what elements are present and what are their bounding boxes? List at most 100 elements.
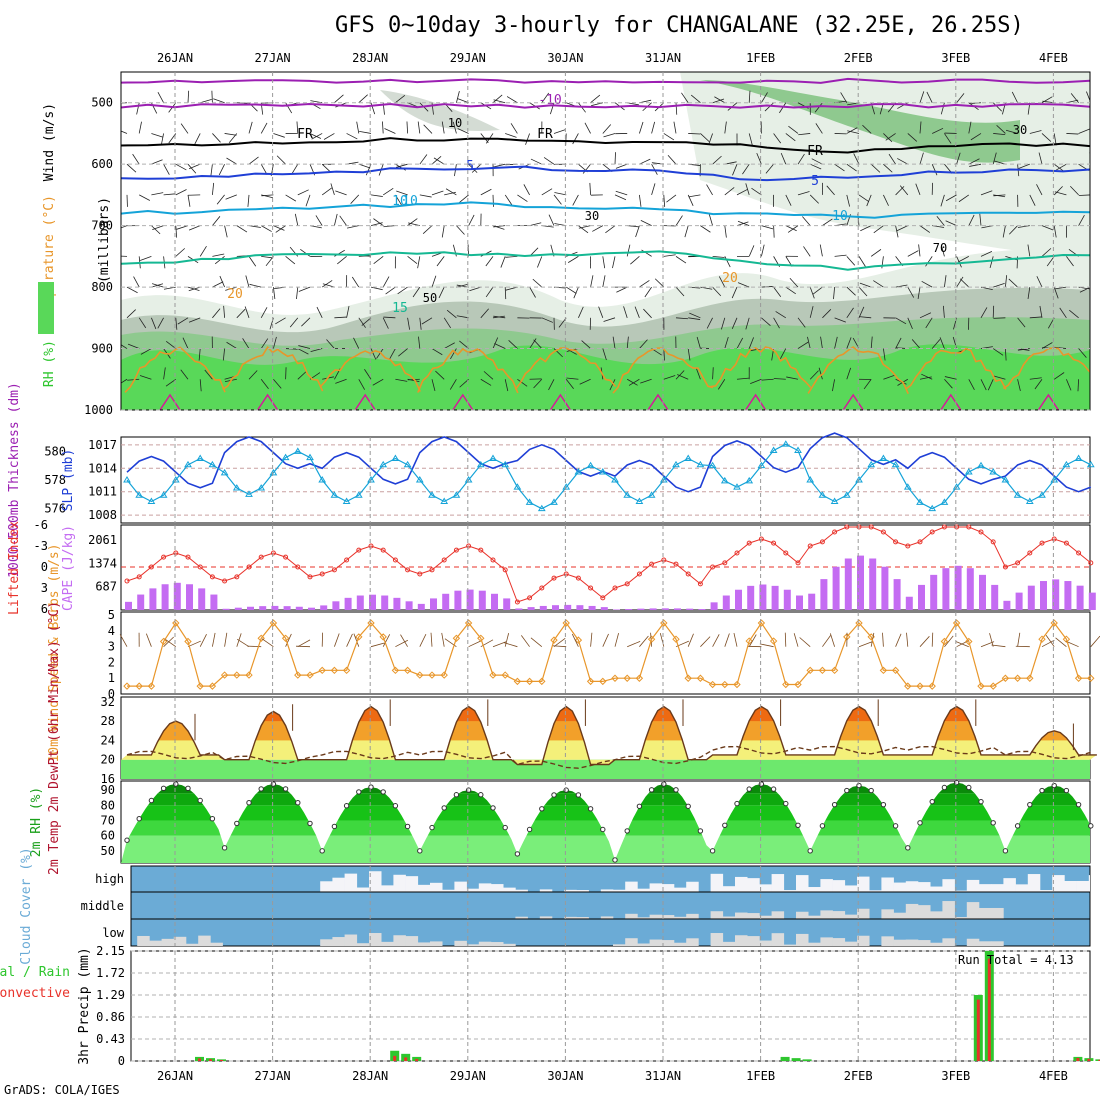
cape-bar (527, 607, 535, 610)
li-marker (197, 564, 203, 570)
wind-barb (1018, 163, 1030, 169)
wind-barb (860, 225, 872, 232)
wind-barb (712, 634, 720, 647)
wind-barb (748, 133, 753, 146)
wind-barb (858, 306, 865, 318)
wind-barb (858, 286, 868, 297)
wind-barb (285, 194, 297, 202)
wind-barb (748, 245, 755, 257)
wind-barb (508, 340, 518, 349)
wind-barb (590, 94, 601, 104)
temp-tick-label: 16 (101, 772, 115, 786)
wind-barb (1055, 637, 1067, 648)
wind-barb (1078, 194, 1090, 196)
wind-barb (151, 159, 163, 165)
thickness-marker (903, 483, 912, 490)
thickness-marker (257, 484, 266, 491)
wind-barb (529, 286, 536, 298)
li-marker (563, 571, 569, 577)
wind-speed-marker (147, 682, 156, 690)
li-marker (1088, 560, 1094, 566)
wind-barb (395, 378, 408, 382)
contour-label: FR (297, 127, 313, 142)
cloud-bar (149, 940, 162, 946)
wind-barb (1038, 152, 1043, 165)
cape-bar (893, 579, 901, 610)
wind-barb (346, 225, 359, 229)
cloud-bar (1064, 880, 1077, 892)
rh-contour-label: 70 (933, 241, 947, 255)
wind-barb (932, 127, 944, 134)
li-marker (283, 554, 289, 560)
cape-tick-label: 1374 (88, 556, 117, 570)
wind-barb (663, 254, 676, 257)
cloud-bar (979, 907, 992, 919)
isotherm-line (121, 165, 1090, 182)
cape-bar (808, 593, 816, 610)
thickness-marker (293, 447, 302, 454)
wind-barb (731, 286, 738, 299)
cape-bar (369, 594, 376, 610)
bottom-date-tick: 1FEB (746, 1069, 775, 1083)
wind-barb (222, 348, 225, 361)
rh-marker (770, 786, 777, 792)
wind-barb (688, 194, 701, 198)
rh-marker (1088, 823, 1094, 829)
wind-barb (163, 193, 176, 196)
wind-barb (846, 337, 852, 349)
wind-barb (736, 188, 748, 196)
precip-convective-bar (1076, 1057, 1080, 1061)
cloud-bar (369, 933, 382, 946)
cape-bar (649, 608, 657, 610)
wind-barb (919, 636, 930, 647)
wind-barb (775, 311, 787, 319)
wind-barb (684, 225, 689, 238)
top-date-tick: 31JAN (645, 51, 681, 65)
wind-barb (242, 338, 250, 349)
li-marker (368, 543, 374, 549)
wind-barb (696, 336, 701, 349)
wind-barb (370, 286, 383, 291)
cloud-bar (942, 901, 955, 919)
wind-barb (712, 286, 722, 297)
cape-bar (966, 568, 974, 610)
cloud-bar (905, 881, 919, 892)
rh-marker (575, 792, 582, 798)
wind-barb (803, 246, 811, 257)
cloud-bar (930, 911, 943, 919)
wind-barb (533, 378, 543, 389)
thickness-marker (525, 498, 534, 505)
cape-bar (979, 574, 986, 610)
li-marker (905, 543, 911, 549)
wind-barb (505, 255, 518, 258)
precip-tick-label: 0 (118, 1054, 125, 1068)
cape-bar (344, 597, 352, 610)
wind-barb (334, 633, 340, 647)
wind-barb (859, 282, 872, 288)
wind-barb (615, 190, 628, 196)
wind-barb (358, 163, 371, 169)
wind-barb (443, 317, 452, 329)
li-marker (331, 567, 337, 573)
slp-tick-label: 1008 (88, 508, 117, 522)
wind-barb (822, 218, 833, 226)
wind-barb (382, 187, 394, 196)
cloud-bar (515, 889, 528, 892)
wind-barb (517, 194, 528, 202)
cloud-bar (979, 884, 992, 892)
wind-barb (614, 194, 627, 201)
wind-barb (285, 633, 292, 647)
wind-barb (273, 133, 285, 138)
wind-barb (1090, 635, 1100, 647)
rh-marker (648, 787, 655, 793)
li-marker (795, 560, 801, 566)
cape-bar (210, 594, 218, 610)
li-tick-label: 3 (41, 581, 48, 595)
cloud-level-label: high (95, 872, 124, 886)
wind-barb (504, 287, 507, 300)
wind-barb (688, 133, 701, 135)
wind-barb (603, 133, 616, 138)
wind-barb (370, 102, 376, 115)
wind-barb (289, 317, 299, 328)
wind-barb (395, 639, 408, 648)
